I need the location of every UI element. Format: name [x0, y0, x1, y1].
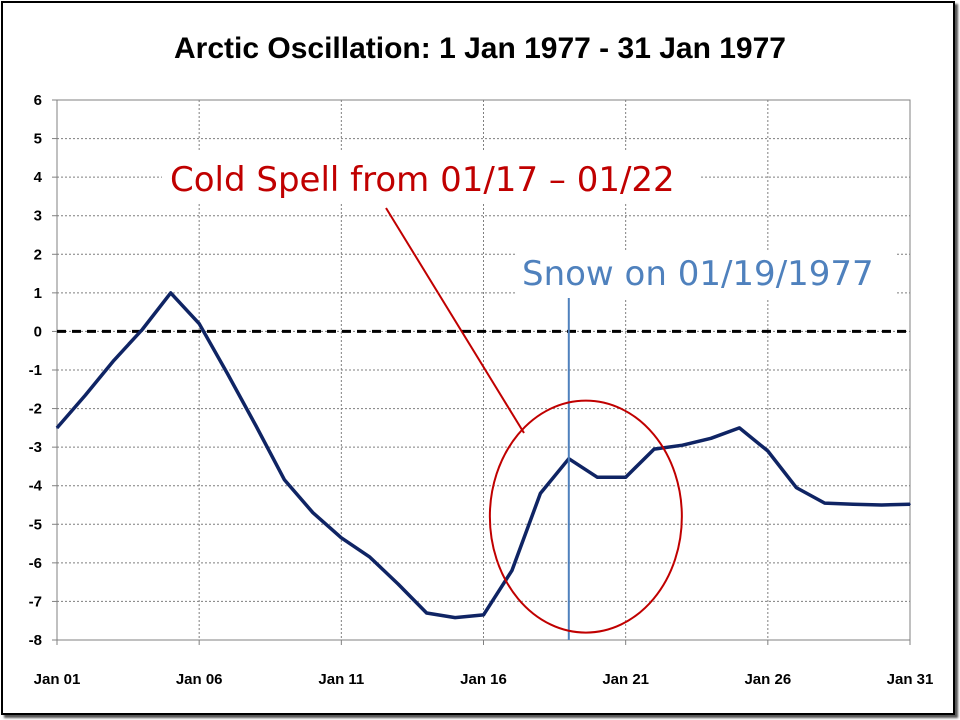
data-point	[312, 511, 314, 514]
data-point	[283, 479, 286, 481]
y-tick-label: 6	[34, 92, 42, 109]
y-axis-ticks: 6 5 4 3 2 1 0 -1 -2 -3 -4 -5 -6 -7 -8	[29, 92, 57, 649]
y-tick-label: 2	[34, 246, 42, 263]
y-tick-label: -6	[29, 555, 42, 572]
data-point	[169, 292, 172, 294]
data-point	[880, 504, 883, 506]
cold-spell-label: Cold Spell from 01/17 – 01/22	[170, 160, 675, 200]
y-tick-label: -5	[29, 516, 42, 533]
data-point	[653, 448, 655, 450]
y-tick-label: -4	[29, 478, 43, 495]
data-point	[909, 503, 911, 506]
data-point	[539, 492, 542, 495]
x-axis-ticks: Jan 01 Jan 06 Jan 11 Jan 16 Jan 21 Jan 26 Jan …	[34, 640, 934, 688]
snow-label: Snow on 01/19/1977	[522, 254, 874, 294]
data-point	[482, 614, 485, 616]
x-tick-label: Jan 31	[887, 671, 934, 688]
data-point	[141, 328, 144, 331]
chart-title: Arctic Oscillation: 1 Jan 1977 - 31 Jan …	[174, 32, 786, 65]
x-tick-label: Jan 21	[602, 671, 649, 688]
x-tick-label: Jan 11	[318, 671, 364, 688]
data-point	[368, 556, 371, 558]
data-point	[226, 373, 229, 375]
x-tick-label: Jan 16	[460, 671, 507, 688]
data-point	[340, 536, 343, 539]
data-point	[624, 476, 627, 479]
y-tick-label: -8	[29, 632, 42, 649]
data-point	[425, 612, 428, 614]
y-tick-label: 5	[34, 131, 42, 148]
data-point	[56, 427, 58, 429]
data-point	[511, 569, 513, 572]
y-tick-label: -2	[29, 401, 42, 418]
data-point	[795, 486, 798, 489]
data-point	[823, 502, 826, 504]
data-point	[113, 359, 115, 362]
x-tick-label: Jan 26	[744, 671, 791, 688]
y-tick-label: 1	[34, 285, 42, 302]
y-tick-label: 0	[34, 323, 42, 340]
data-point	[198, 322, 200, 325]
data-point	[681, 444, 684, 447]
cold-spell-label-bg	[162, 152, 700, 204]
y-tick-label: 4	[34, 169, 43, 186]
cold-spell-pointer-line	[385, 207, 525, 434]
data-point	[852, 503, 854, 506]
data-point	[397, 583, 400, 585]
data-point	[84, 394, 87, 396]
y-tick-label: 3	[34, 208, 42, 225]
data-point	[596, 476, 599, 479]
data-point	[738, 427, 741, 429]
data-point	[454, 616, 456, 619]
y-tick-label: -7	[29, 593, 42, 610]
ao-data-points	[56, 292, 911, 619]
plot-area	[56, 99, 911, 641]
data-point	[767, 450, 769, 452]
y-tick-label: -3	[29, 439, 42, 456]
x-tick-label: Jan 01	[34, 671, 81, 688]
x-tick-label: Jan 06	[176, 671, 223, 688]
cold-spell-circle	[488, 399, 683, 634]
data-point	[255, 425, 257, 427]
y-tick-label: -1	[29, 362, 42, 379]
data-point	[710, 437, 712, 440]
snow-label-bg	[516, 250, 896, 298]
